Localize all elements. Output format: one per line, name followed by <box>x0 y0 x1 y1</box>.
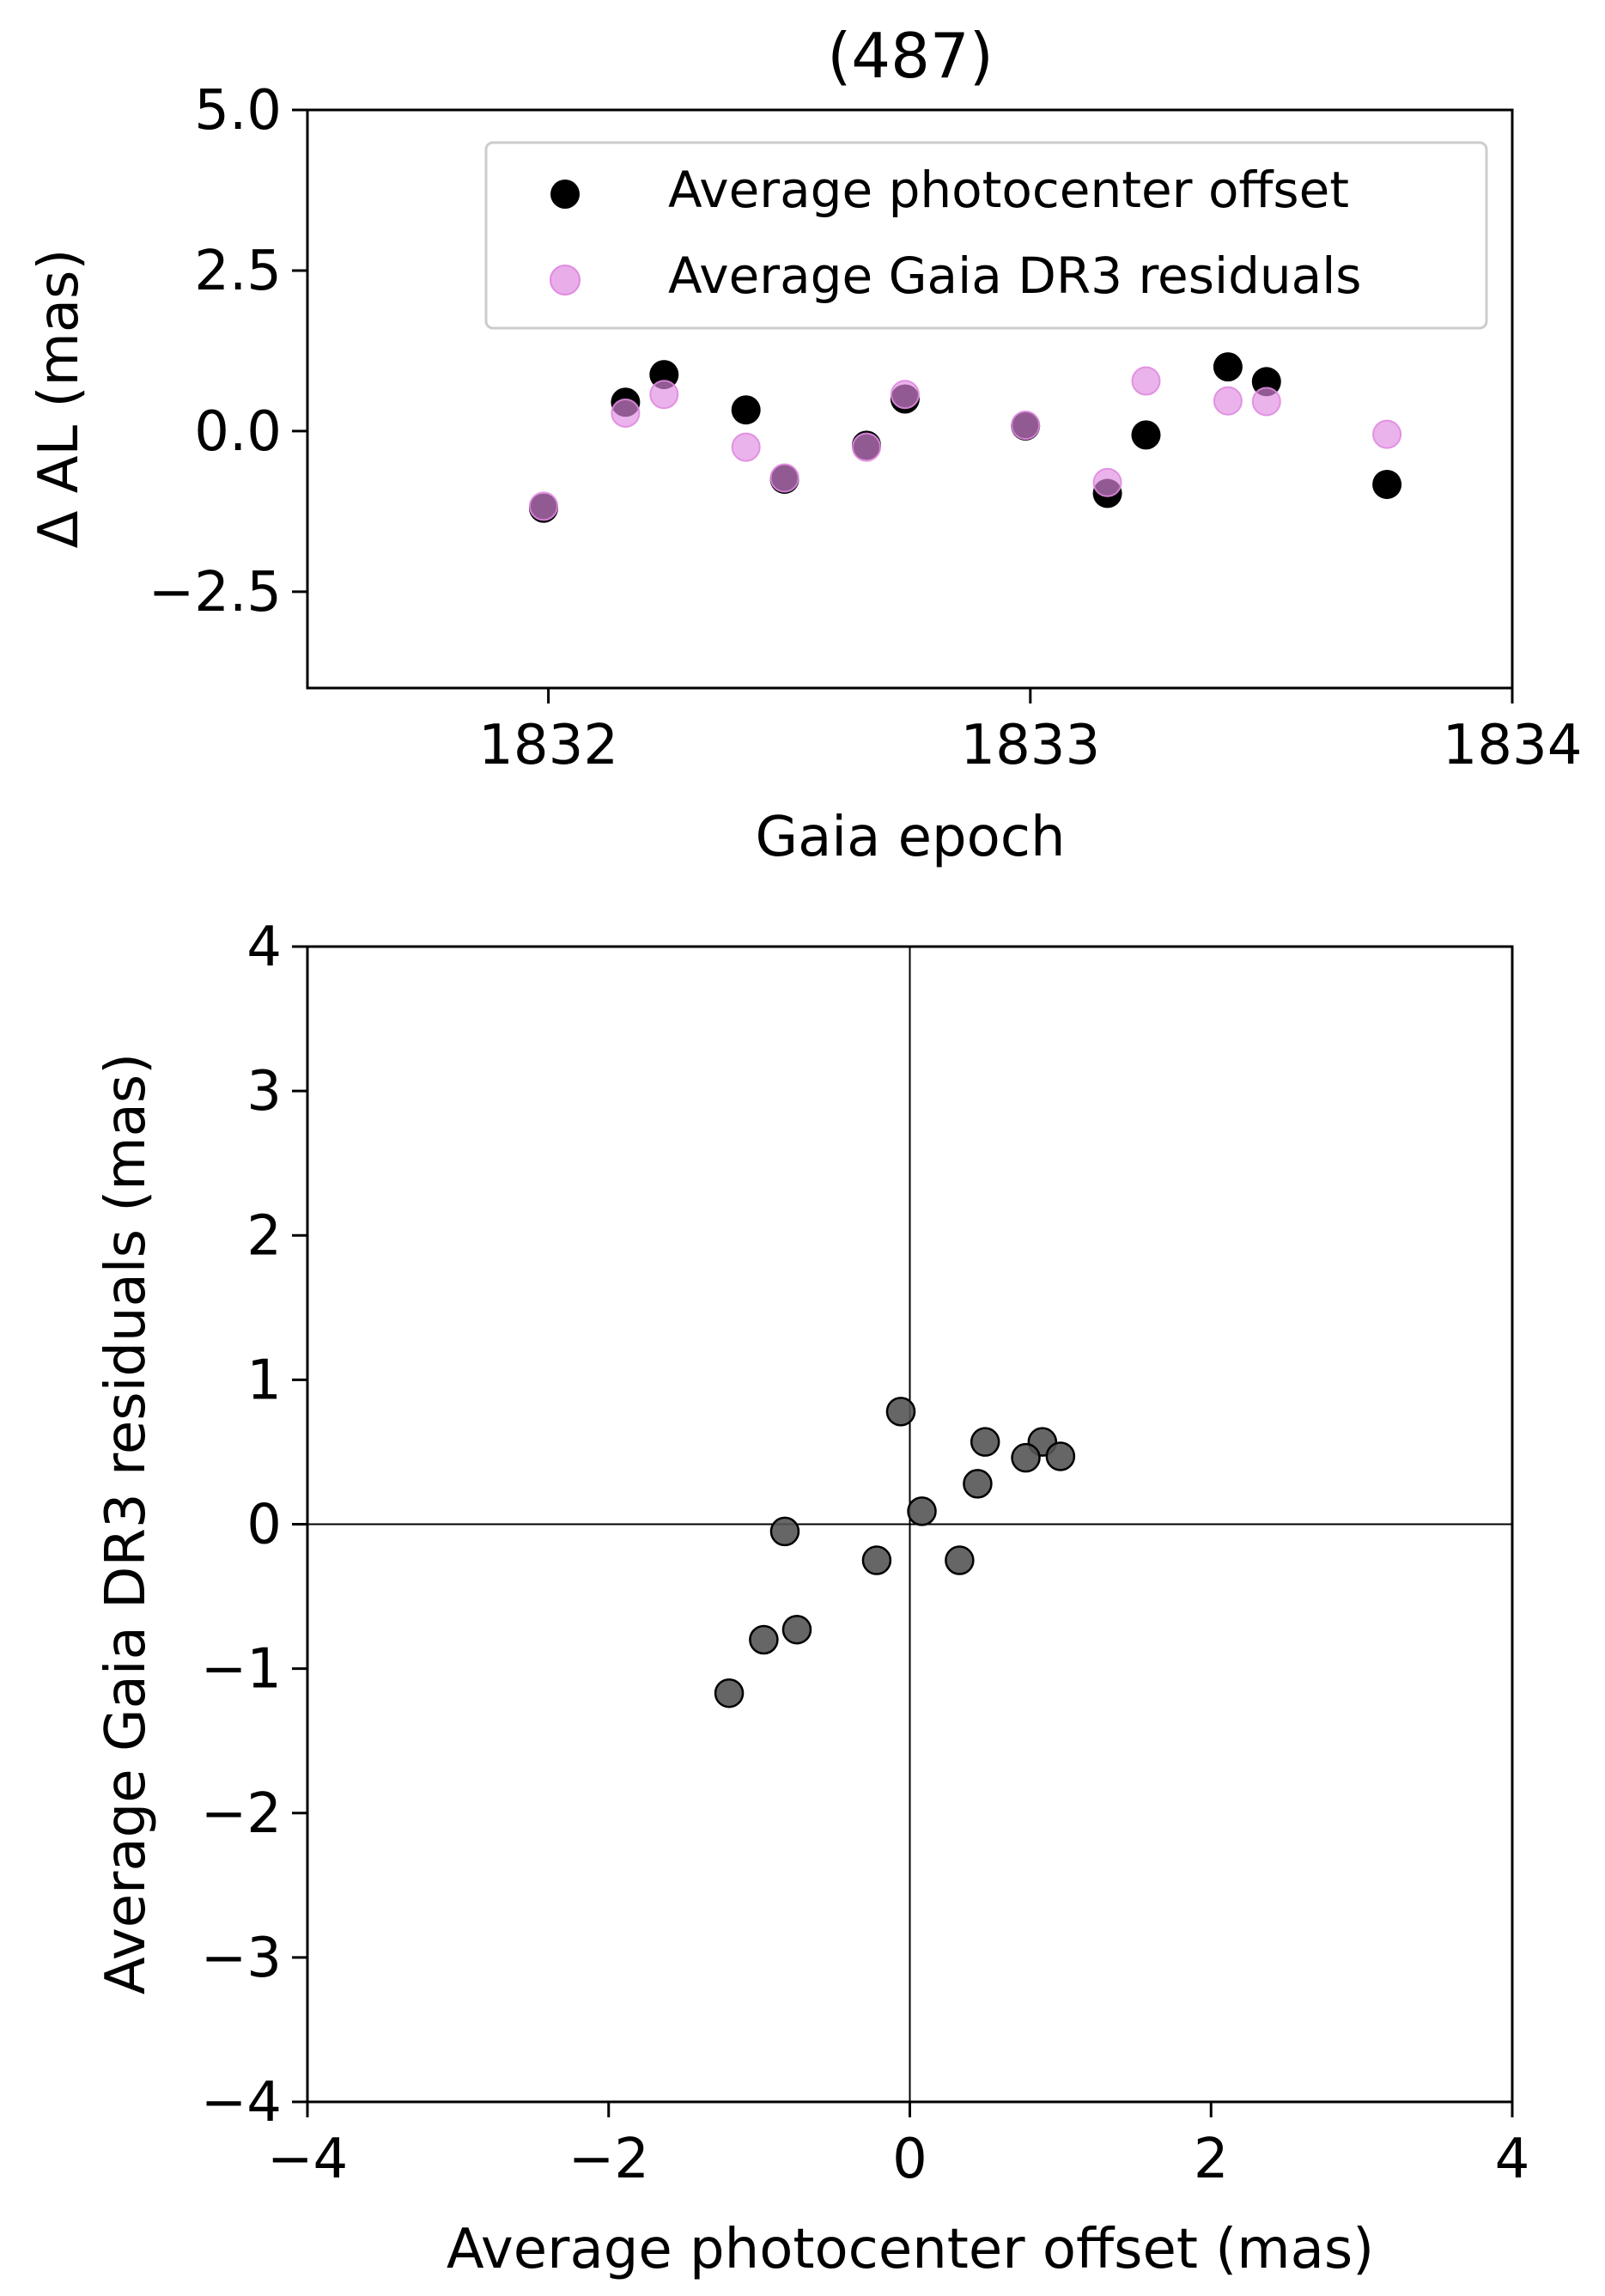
legend-marker-residuals <box>550 265 581 295</box>
y-tick-label: −2 <box>201 1782 282 1846</box>
gaia-residual-point <box>890 380 920 410</box>
y-axis-label: Δ AL (mas) <box>27 249 91 549</box>
legend-marker-photocenter <box>550 180 580 209</box>
correlation-point <box>1011 1442 1041 1473</box>
plot-frame <box>306 108 1514 690</box>
gaia-residual-point <box>1213 386 1243 416</box>
plot-marks <box>714 1397 1076 1708</box>
correlation-point <box>769 1516 800 1547</box>
correlation-point <box>781 1614 812 1645</box>
correlation-point <box>945 1545 975 1575</box>
y-tick-label: 2.5 <box>194 240 282 303</box>
correlation-point <box>749 1624 779 1655</box>
y-axis-label: Average Gaia DR3 residuals (mas) <box>94 1053 158 1995</box>
x-axis-label: Gaia epoch <box>755 806 1065 869</box>
correlation-point <box>714 1678 745 1708</box>
legend: Average photocenter offset Average Gaia … <box>484 141 1488 330</box>
y-tick-label: −4 <box>201 2071 282 2135</box>
correlation-point <box>861 1545 892 1575</box>
photocenter-offset-point <box>1213 352 1243 382</box>
photocenter-offset-point <box>731 395 761 425</box>
plot-marks <box>528 352 1402 523</box>
y-tick-label: 5.0 <box>194 79 282 143</box>
gaia-residual-point <box>649 380 679 410</box>
y-tick-label: −2.5 <box>149 561 282 624</box>
x-tick-label: 0 <box>892 2128 927 2191</box>
correlation-point <box>963 1469 993 1499</box>
y-axis-ticks: 4 3 2 1 0 −1 −2 −3 −4 <box>201 916 307 2135</box>
x-tick-label: 4 <box>1495 2128 1530 2191</box>
x-tick-label: 1832 <box>478 714 618 777</box>
gaia-residual-point <box>851 432 881 462</box>
epoch-panel: (487) 1832 1833 1834 5.0 2.5 0.0 −2.5 Gaia ep… <box>27 20 1582 869</box>
y-axis-ticks: 5.0 2.5 0.0 −2.5 <box>149 79 307 624</box>
correlation-point <box>970 1427 1000 1457</box>
y-tick-label: 1 <box>246 1349 282 1412</box>
gaia-residual-point <box>1251 387 1281 417</box>
plot-frame <box>306 945 1514 2104</box>
y-tick-label: 0 <box>246 1494 282 1557</box>
y-tick-label: 3 <box>246 1060 282 1124</box>
gaia-residual-point <box>1131 366 1161 396</box>
x-tick-label: 2 <box>1194 2128 1229 2191</box>
x-tick-label: −2 <box>568 2128 649 2191</box>
x-axis-ticks: 1832 1833 1834 <box>478 688 1582 777</box>
x-tick-label: −4 <box>267 2128 348 2191</box>
chart-title: (487) <box>827 20 994 92</box>
gaia-residual-point <box>731 432 761 462</box>
photocenter-offset-point <box>1131 420 1161 450</box>
gaia-residual-point <box>1011 411 1041 441</box>
y-tick-label: −1 <box>201 1638 282 1702</box>
photocenter-offset-point <box>1372 469 1402 499</box>
gaia-residual-point <box>611 398 641 428</box>
legend-label-photocenter: Average photocenter offset <box>668 161 1349 219</box>
legend-label-residuals: Average Gaia DR3 residuals <box>668 247 1362 305</box>
correlation-point <box>885 1397 916 1427</box>
correlation-point <box>1045 1441 1076 1471</box>
gaia-residual-point <box>1372 419 1402 449</box>
gaia-residual-point <box>1092 467 1122 497</box>
gaia-residual-point <box>528 491 558 521</box>
correlation-point <box>907 1496 937 1526</box>
y-tick-label: 4 <box>246 916 282 979</box>
x-tick-label: 1834 <box>1443 714 1583 777</box>
x-axis-label: Average photocenter offset (mas) <box>447 2218 1374 2281</box>
x-axis-ticks: −4 −2 0 2 4 <box>267 2102 1530 2191</box>
y-tick-label: −3 <box>201 1927 282 1990</box>
x-tick-label: 1833 <box>960 714 1100 777</box>
gaia-residual-point <box>769 463 799 493</box>
correlation-panel: −4 −2 0 2 4 4 3 2 1 0 −1 −2 −3 −4 Average photocente… <box>94 916 1529 2281</box>
y-tick-label: 0.0 <box>194 400 282 464</box>
legend-frame <box>484 141 1488 330</box>
y-tick-label: 2 <box>246 1204 282 1268</box>
